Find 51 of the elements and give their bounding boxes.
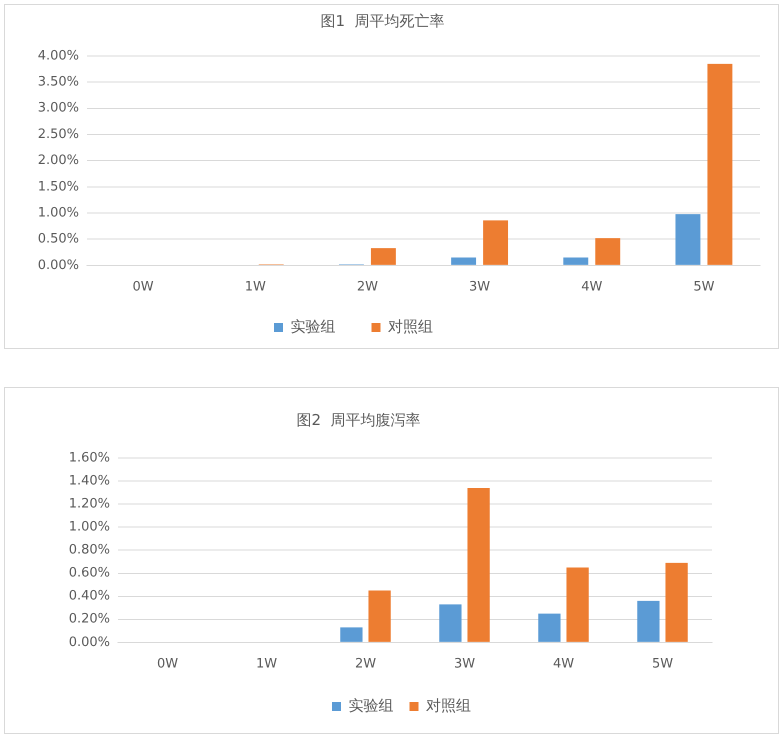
y-tick-label: 3.00% [38,100,79,116]
x-tick-label: 0W [156,656,178,672]
chart-title: 图2 周平均腹泻率 [296,410,421,429]
x-tick-label: 4W [552,656,574,672]
y-tick-label: 0.00% [38,258,79,273]
bar [483,220,508,265]
bar [595,238,620,265]
y-tick-label: 2.50% [38,126,79,142]
x-tick-label: 4W [581,280,602,295]
chart-title: 图1 周平均死亡率 [320,12,445,30]
x-tick-label: 5W [693,280,715,295]
bar [368,590,391,642]
x-tick-label: 2W [356,280,378,295]
bar [538,614,561,642]
y-tick-label: 1.50% [38,179,79,194]
bar [439,604,462,642]
y-tick-label: 1.00% [68,520,110,535]
x-tick-label: 2W [354,656,376,672]
y-tick-label: 1.40% [68,473,110,488]
x-tick-label: 0W [132,280,154,295]
bar [467,488,490,642]
bar [707,64,732,265]
y-tick-label: 3.50% [38,74,79,90]
y-tick-label: 0.50% [38,232,79,247]
legend-label: 对照组 [426,696,471,714]
bar [637,600,660,642]
x-tick-label: 5W [652,656,674,672]
y-tick-label: 0.00% [68,634,110,650]
y-tick-label: 1.60% [68,450,110,466]
legend-label: 对照组 [388,317,433,336]
y-tick-label: 0.20% [68,612,110,627]
x-tick-label: 3W [454,656,476,672]
y-tick-label: 4.00% [38,48,79,64]
bar [566,567,589,642]
legend-label: 实验组 [290,317,336,336]
bar [370,248,396,265]
x-tick-label: 3W [469,280,490,295]
bar [340,627,363,642]
y-tick-label: 0.60% [68,566,110,581]
x-tick-label: 1W [244,280,266,295]
y-tick-label: 2.00% [38,153,79,168]
bar [563,258,588,265]
y-tick-label: 1.20% [68,496,110,512]
bar [451,258,476,265]
y-tick-label: 0.40% [68,588,110,604]
y-tick-label: 1.00% [38,205,79,220]
bar [665,562,688,642]
legend-label: 实验组 [348,696,394,714]
bar [675,214,700,265]
y-tick-label: 0.80% [68,542,110,558]
x-tick-label: 1W [256,656,278,672]
